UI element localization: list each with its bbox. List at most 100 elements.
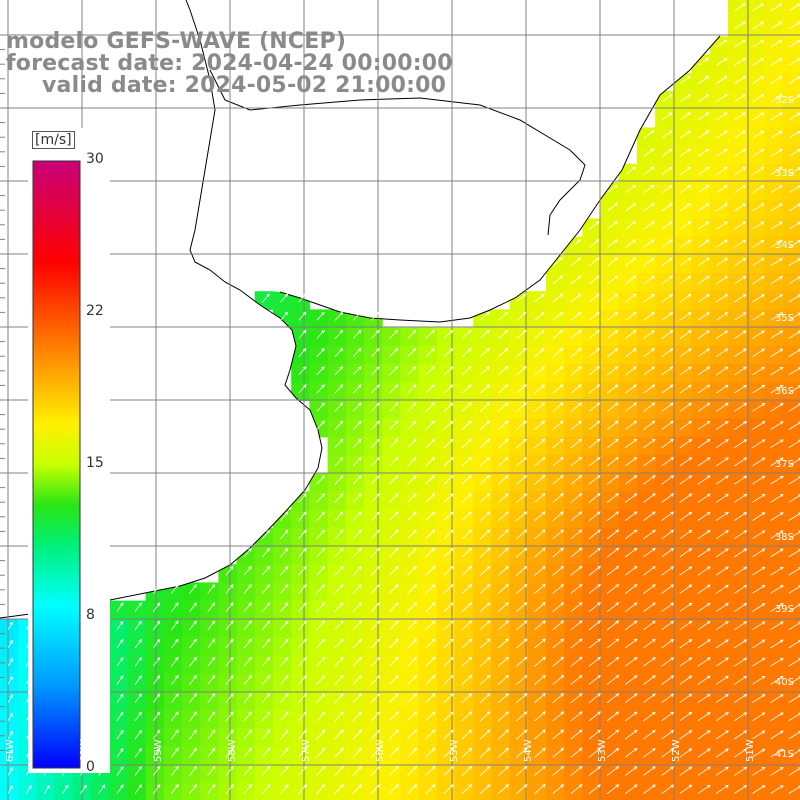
wind-cell <box>564 637 583 656</box>
wind-arrow <box>770 348 784 357</box>
wind-arrow <box>770 530 784 540</box>
wind-arrow <box>788 476 800 485</box>
wind-arrow <box>624 620 638 631</box>
wind-arrow <box>425 348 435 358</box>
wind-arrow <box>624 711 638 722</box>
wind-arrow <box>243 565 252 576</box>
wind-arrow <box>443 348 454 358</box>
wind-arrow <box>116 675 124 685</box>
wind-arrow <box>679 511 693 521</box>
wind-arrow <box>534 583 546 594</box>
wind-arrow <box>715 693 729 703</box>
wind-arrow <box>425 493 436 503</box>
wind-cell <box>163 746 183 765</box>
wind-arrow <box>552 547 565 558</box>
wind-arrow <box>643 275 655 285</box>
wind-cell <box>273 728 292 747</box>
wind-arrow <box>770 421 784 430</box>
wind-cell <box>618 182 638 201</box>
wind-arrow <box>516 293 527 303</box>
wind-cell <box>764 691 784 711</box>
wind-arrow <box>334 475 344 485</box>
wind-cell <box>254 600 274 620</box>
wind-arrow <box>715 730 729 740</box>
wind-arrow <box>770 185 783 194</box>
wind-arrow <box>407 475 417 485</box>
wind-arrow <box>443 565 454 576</box>
wind-arrow <box>788 21 800 30</box>
wind-arrow <box>570 475 583 485</box>
wind-cell <box>109 618 128 638</box>
wind-arrow <box>461 620 473 631</box>
wind-arrow <box>498 420 509 430</box>
lat-label: 39S <box>774 604 794 615</box>
wind-cell <box>709 455 729 474</box>
wind-cell <box>600 509 620 529</box>
wind-arrow <box>534 420 546 431</box>
wind-arrow <box>516 438 527 449</box>
wind-cell <box>691 364 711 383</box>
wind-arrow <box>407 438 417 449</box>
wind-arrow <box>334 457 344 467</box>
wind-arrow <box>443 547 454 558</box>
wind-arrow <box>624 657 638 667</box>
wind-cell <box>764 200 784 219</box>
wind-arrow <box>770 621 784 631</box>
wind-arrow <box>643 511 656 522</box>
wind-arrow <box>661 784 675 795</box>
wind-cell <box>637 473 656 492</box>
wind-arrow <box>407 329 417 339</box>
wind-cell <box>273 746 292 765</box>
wind-arrow <box>334 638 344 649</box>
wind-arrow <box>461 329 472 339</box>
wind-arrow <box>298 638 307 649</box>
wind-arrow <box>715 748 729 758</box>
wind-arrow <box>643 402 656 412</box>
wind-arrow <box>534 475 546 485</box>
wind-cell <box>637 564 656 583</box>
wind-arrow <box>407 602 417 613</box>
wind-arrow <box>698 130 710 139</box>
wind-arrow <box>788 785 800 794</box>
wind-arrow <box>643 475 656 485</box>
wind-arrow <box>679 475 693 485</box>
wind-cell <box>709 564 729 583</box>
wind-arrow <box>534 529 546 540</box>
lat-label: 33S <box>774 168 794 179</box>
wind-cell <box>637 145 656 165</box>
wind-arrow <box>606 529 620 540</box>
wind-cell <box>345 327 365 347</box>
wind-arrow <box>752 603 766 612</box>
wind-cell <box>618 163 638 183</box>
wind-arrow <box>588 366 601 376</box>
colorbar-tick-30: 30 <box>86 151 104 167</box>
wind-arrow <box>624 493 638 503</box>
wind-arrow <box>698 76 710 84</box>
wind-arrow <box>679 566 693 576</box>
wind-cell <box>345 746 365 765</box>
wind-arrow <box>552 602 565 613</box>
wind-cell <box>600 400 620 420</box>
wind-cell <box>382 364 401 383</box>
wind-arrow <box>625 311 637 321</box>
wind-cell <box>709 764 729 784</box>
wind-arrow <box>425 584 436 594</box>
wind-arrow <box>171 602 179 612</box>
wind-cell <box>691 218 711 238</box>
wind-cell <box>400 618 420 638</box>
wind-arrow <box>7 621 13 630</box>
wind-arrow <box>152 638 161 649</box>
wind-arrow <box>479 547 491 558</box>
wind-arrow <box>734 57 746 66</box>
wind-arrow <box>552 438 564 449</box>
wind-arrow <box>661 257 673 266</box>
wind-cell <box>309 564 329 583</box>
wind-arrow <box>643 166 655 175</box>
wind-cell <box>345 491 365 511</box>
wind-arrow <box>716 166 728 175</box>
wind-arrow <box>589 221 600 230</box>
wind-arrow <box>788 658 800 667</box>
wind-arrow <box>461 565 473 576</box>
wind-arrow <box>552 456 564 467</box>
wind-arrow <box>715 402 729 412</box>
